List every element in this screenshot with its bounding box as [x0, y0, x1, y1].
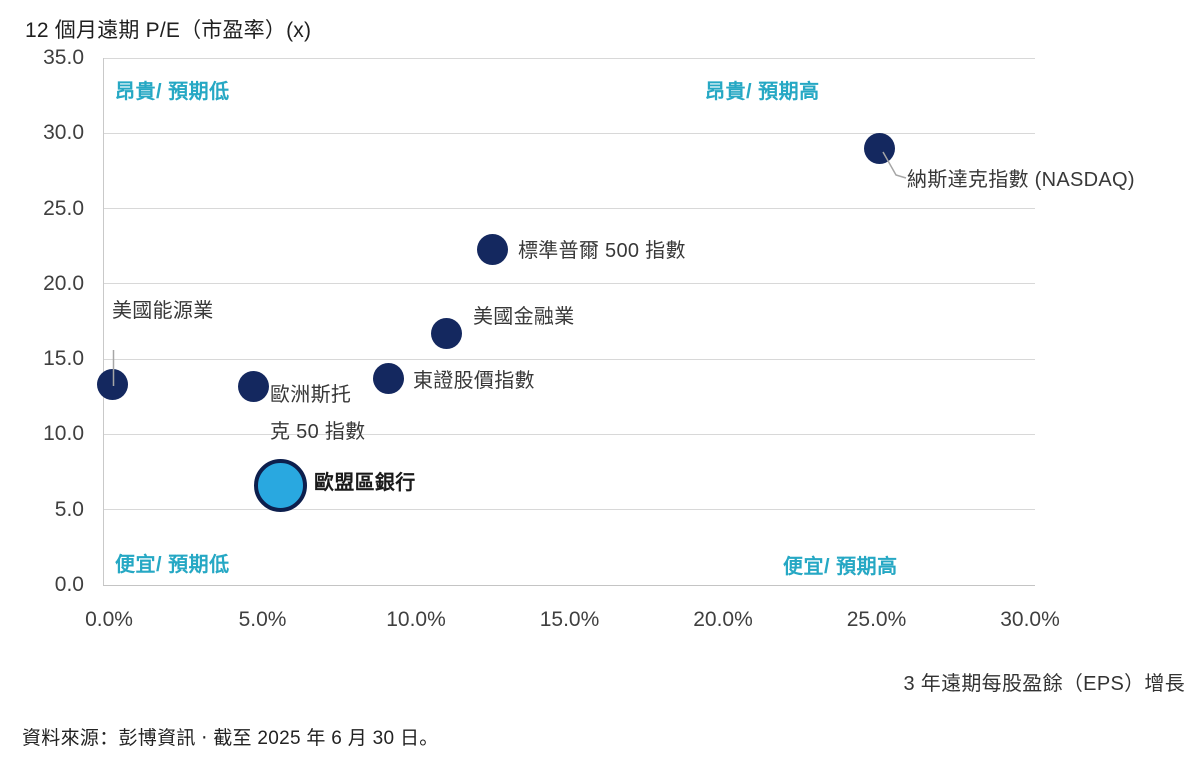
y-tick-label: 10.0 [43, 422, 84, 446]
quadrant-label-top-left: 昂貴/ 預期低 [115, 81, 230, 103]
y-tick-label: 5.0 [54, 497, 84, 521]
x-tick-label: 20.0% [693, 608, 753, 631]
x-tick-label: 25.0% [846, 608, 907, 631]
y-tick-label: 15.0 [43, 347, 84, 371]
point-us-energy [96, 369, 128, 401]
label-euro-stoxx-50-line-2: 克 50 指數 [270, 421, 366, 443]
label-us-energy: 美國能源業 [112, 300, 214, 322]
gridline-y-30.0 [103, 132, 1035, 134]
gridline-y-35.0 [103, 57, 1035, 59]
gridline-y-20.0 [103, 283, 1035, 285]
x-tick-label: 5.0% [238, 608, 287, 631]
gridline-y-25.0 [103, 208, 1035, 210]
x-tick-label: 10.0% [386, 608, 446, 631]
point-nasdaq [864, 132, 896, 164]
label-euro-stoxx-50: 歐洲斯托克 50 指數 [270, 377, 365, 451]
point-euro-stoxx-50 [237, 370, 269, 402]
label-eurozone-banks: 歐盟區銀行 [314, 472, 416, 494]
point-us-financials [431, 318, 463, 350]
y-tick-label: 35.0 [43, 46, 84, 69]
y-tick-label: 20.0 [43, 271, 84, 295]
source-note: 資料來源：彭博資訊 ‧ 截至 2025 年 6 月 30 日。 [22, 728, 439, 749]
chart-title: 12 個月遠期 P/E（市盈率）(x) [25, 19, 312, 42]
point-sp500 [477, 233, 509, 265]
label-us-financials: 美國金融業 [473, 306, 575, 328]
label-euro-stoxx-50-line-1: 歐洲斯托 [270, 384, 352, 406]
x-tick-label: 30.0% [1000, 608, 1060, 631]
quadrant-label-bottom-right: 便宜/ 預期高 [783, 556, 898, 578]
y-tick-label: 0.0 [54, 573, 84, 596]
y-tick-label: 30.0 [43, 121, 84, 145]
y-axis-line [103, 58, 104, 585]
gridline-y-10.0 [103, 433, 1035, 435]
point-eurozone-banks [254, 459, 308, 513]
gridline-y-0.0 [103, 584, 1035, 586]
quadrant-label-top-right: 昂貴/ 預期高 [705, 81, 820, 103]
point-topix [372, 363, 404, 395]
label-nasdaq: 納斯達克指數 (NASDAQ) [907, 169, 1135, 191]
gridline-y-5.0 [103, 509, 1035, 511]
y-tick-label: 25.0 [43, 196, 84, 220]
label-topix: 東證股價指數 [413, 370, 535, 392]
gridline-y-15.0 [103, 358, 1035, 360]
x-tick-label: 15.0% [539, 608, 600, 631]
x-tick-label: 0.0% [85, 608, 133, 631]
quadrant-label-bottom-left: 便宜/ 預期低 [115, 554, 230, 576]
x-axis-title: 3 年遠期每股盈餘（EPS）增長 [903, 673, 1185, 695]
label-sp500: 標準普爾 500 指數 [518, 240, 686, 262]
